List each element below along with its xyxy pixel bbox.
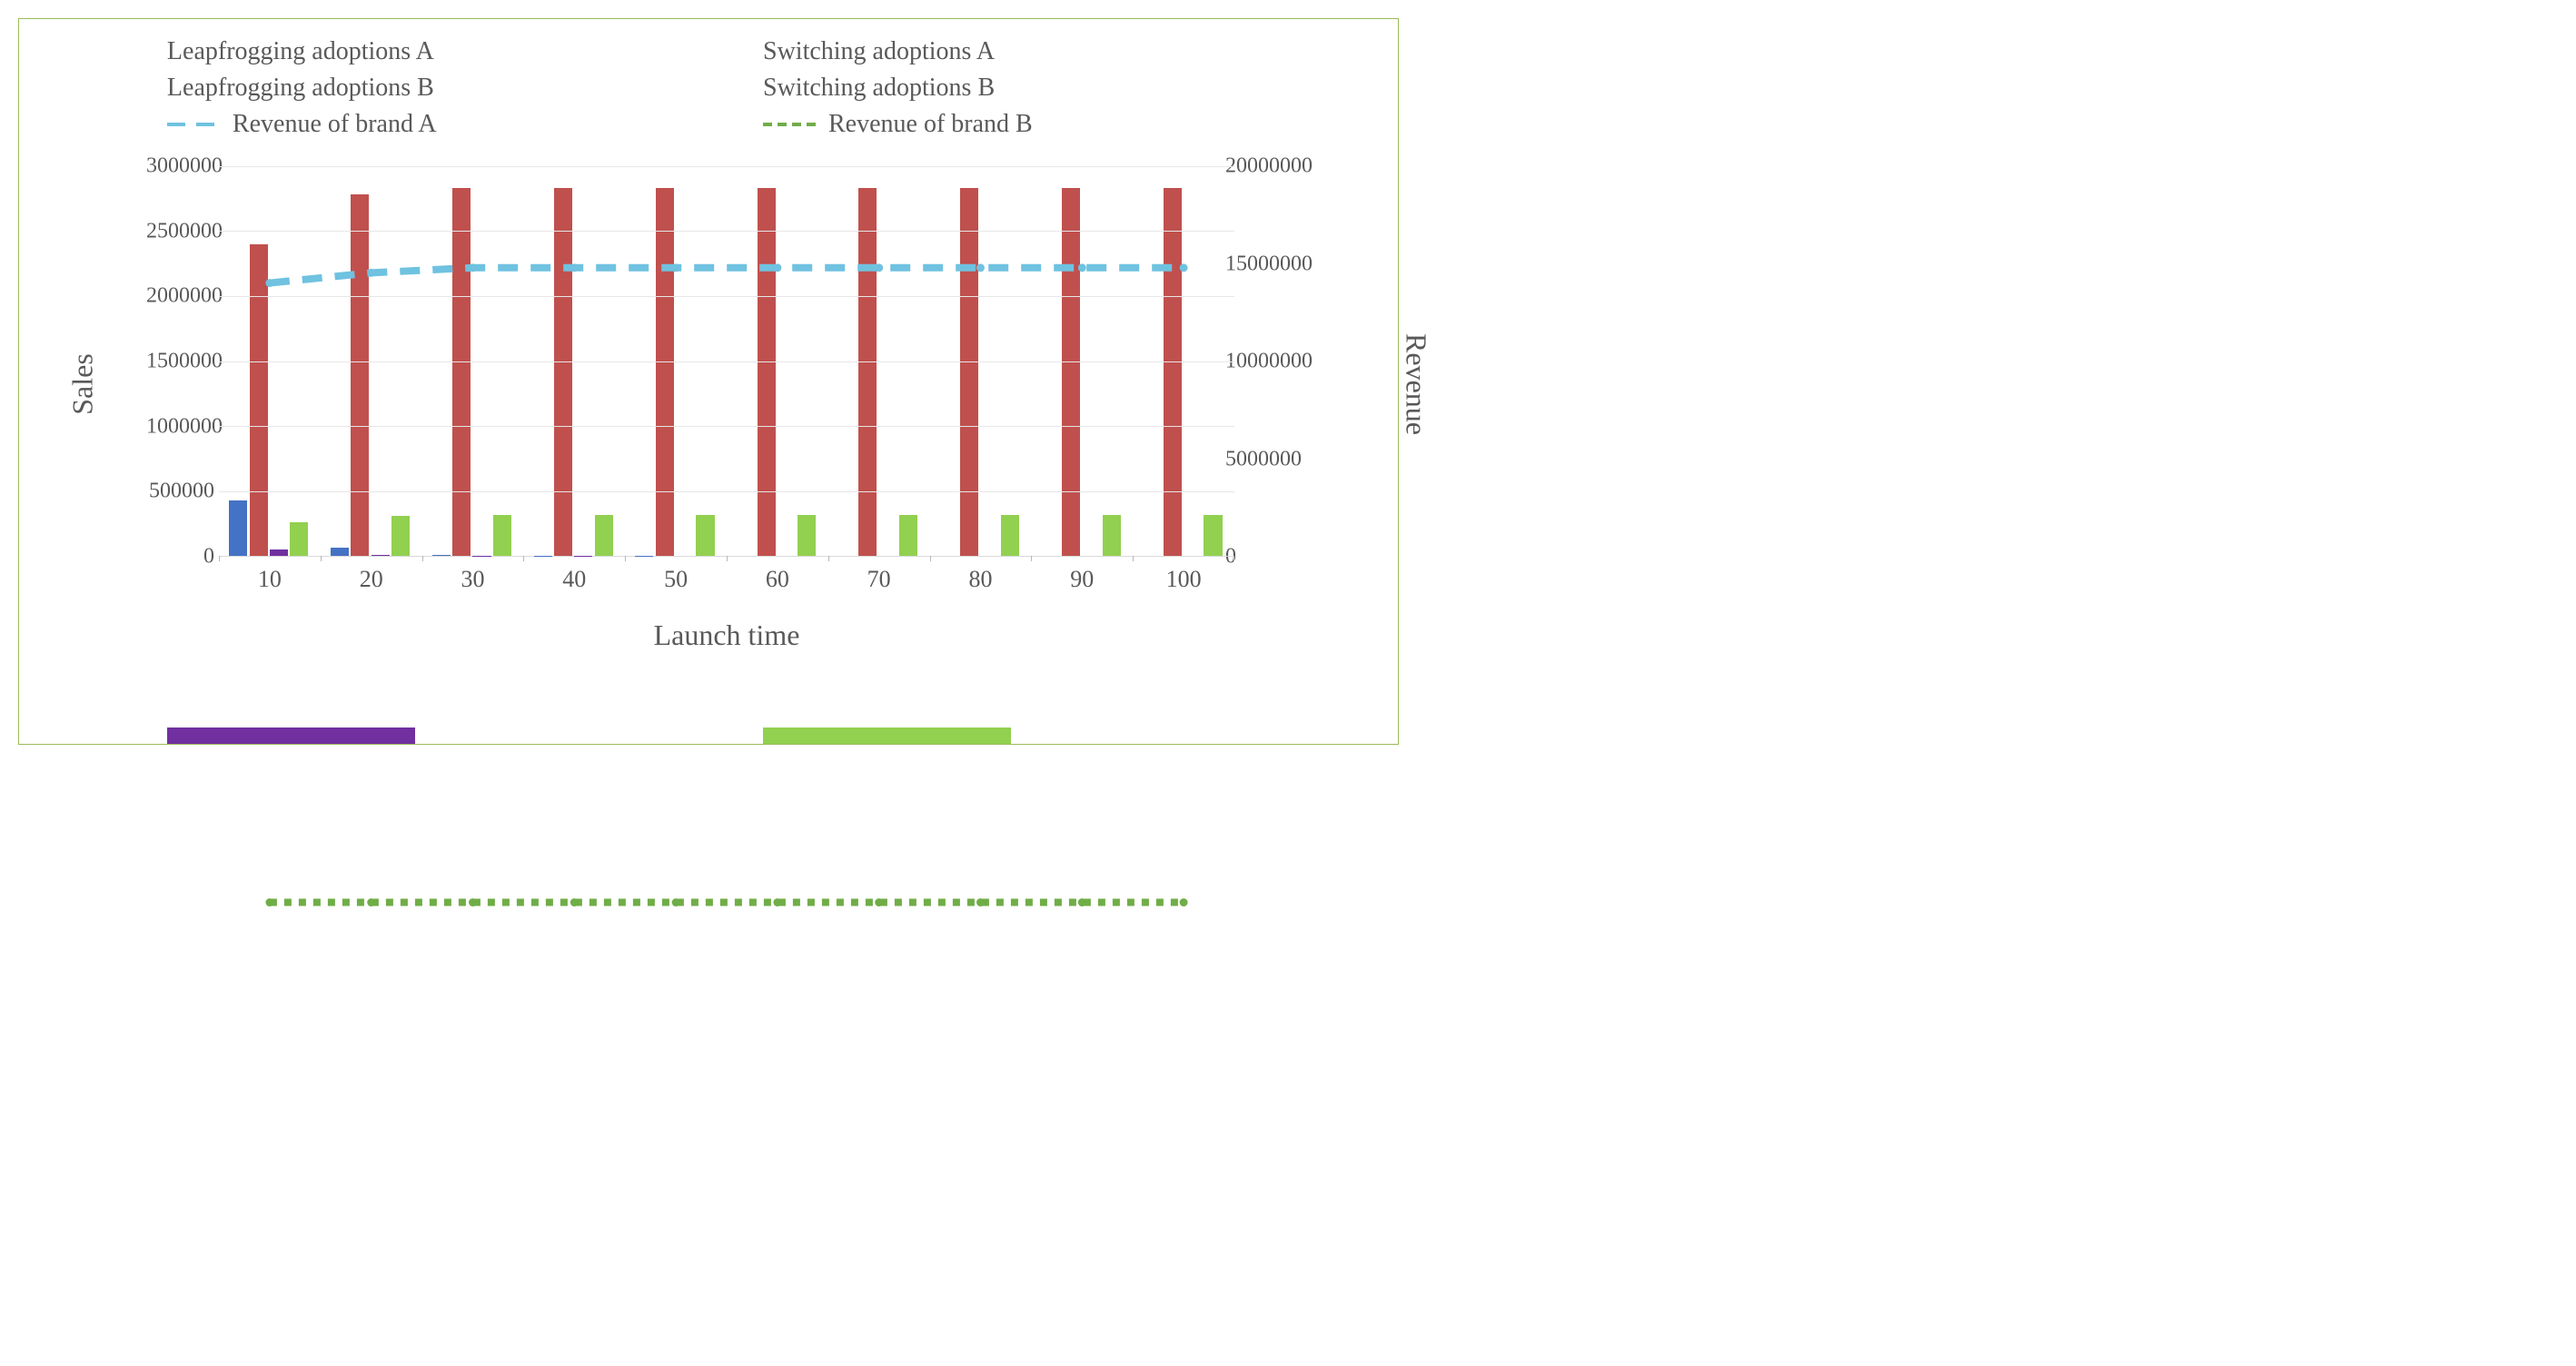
bar	[250, 244, 268, 556]
bar	[858, 188, 877, 556]
y-left-tick: 2500000	[146, 219, 214, 243]
y-left-tick: 2000000	[146, 284, 214, 309]
legend-swatch-line	[167, 123, 222, 126]
grid-line	[219, 296, 1234, 297]
plot-wrap: Sales Revenue Launch time 05000001000000…	[155, 166, 1298, 602]
bar	[1164, 188, 1182, 556]
legend: Leapfrogging adoptions A Switching adopti…	[113, 37, 1304, 139]
bar	[452, 188, 471, 556]
y-right-tick: 5000000	[1225, 447, 1325, 471]
x-tick: 100	[1133, 566, 1234, 593]
legend-item: Leapfrogging adoptions A	[167, 37, 708, 66]
line-marker	[570, 898, 579, 906]
x-tick: 90	[1031, 566, 1133, 593]
y-left-ticks: 0500000100000015000002000000250000030000…	[146, 166, 214, 557]
y-left-label: Sales	[66, 353, 100, 415]
legend-item: Revenue of brand A	[167, 110, 708, 139]
y-left-tick: 0	[146, 545, 214, 569]
bar	[960, 188, 978, 556]
bar	[493, 515, 511, 556]
bar	[656, 188, 674, 556]
legend-label: Switching adoptions B	[763, 74, 995, 103]
x-label: Launch time	[654, 619, 800, 652]
bar	[290, 522, 308, 556]
x-tick: 80	[930, 566, 1032, 593]
y-right-tick: 0	[1225, 545, 1325, 569]
legend-item: Revenue of brand B	[763, 110, 1304, 139]
bar	[331, 548, 349, 556]
y-right-tick: 10000000	[1225, 350, 1325, 374]
line-marker	[773, 898, 781, 906]
y-left-tick: 1000000	[146, 414, 214, 439]
x-tick: 60	[727, 566, 828, 593]
bar	[758, 188, 776, 556]
line-marker	[367, 898, 375, 906]
grid-line	[219, 491, 1234, 492]
bar	[372, 555, 390, 556]
plot-area	[219, 166, 1234, 557]
bar	[1062, 188, 1080, 556]
bar	[554, 188, 572, 556]
y-right-label: Revenue	[1400, 333, 1433, 435]
legend-label: Leapfrogging adoptions A	[167, 37, 434, 66]
y-right-tick: 20000000	[1225, 154, 1325, 179]
legend-item: Switching adoptions A	[763, 37, 1304, 66]
bar	[1204, 515, 1222, 556]
x-tick: 40	[523, 566, 625, 593]
legend-label: Revenue of brand A	[233, 110, 437, 139]
bar	[351, 194, 369, 556]
legend-swatch-line	[763, 123, 817, 126]
y-left-tick: 3000000	[146, 154, 214, 179]
y-right-ticks: 05000000100000001500000020000000	[1225, 166, 1325, 557]
legend-swatch-bar	[763, 728, 1011, 744]
chart-container: Leapfrogging adoptions A Switching adopti…	[18, 18, 1399, 745]
x-tick: 20	[321, 566, 422, 593]
bar	[229, 500, 247, 556]
y-right-tick: 15000000	[1225, 252, 1325, 276]
bar	[432, 555, 451, 556]
bar	[1001, 515, 1019, 556]
bar	[899, 515, 917, 556]
line-marker	[469, 898, 477, 906]
legend-label: Switching adoptions A	[763, 37, 995, 66]
bar	[1103, 515, 1121, 556]
grid-line	[219, 361, 1234, 362]
line-marker	[1078, 898, 1086, 906]
line-marker	[976, 898, 985, 906]
legend-swatch-bar	[167, 728, 415, 744]
bar	[798, 515, 816, 556]
legend-label: Revenue of brand B	[828, 110, 1033, 139]
y-left-tick: 500000	[146, 480, 214, 504]
line-marker	[875, 898, 883, 906]
line-marker	[672, 898, 680, 906]
legend-item: Leapfrogging adoptions B	[167, 74, 708, 103]
bar	[696, 515, 714, 556]
x-tick: 70	[828, 566, 930, 593]
bar	[595, 515, 613, 556]
line-marker	[1180, 898, 1188, 906]
grid-line	[219, 426, 1234, 427]
bar	[391, 516, 410, 556]
x-tick: 30	[422, 566, 524, 593]
legend-label: Leapfrogging adoptions B	[167, 74, 434, 103]
grid-line	[219, 231, 1234, 232]
line-marker	[265, 898, 273, 906]
y-left-tick: 1500000	[146, 350, 214, 374]
grid-line	[219, 166, 1234, 167]
x-tick: 50	[625, 566, 727, 593]
x-ticks: 102030405060708090100	[219, 566, 1234, 593]
x-tick: 10	[219, 566, 321, 593]
legend-item: Switching adoptions B	[763, 74, 1304, 103]
bar	[270, 549, 288, 556]
